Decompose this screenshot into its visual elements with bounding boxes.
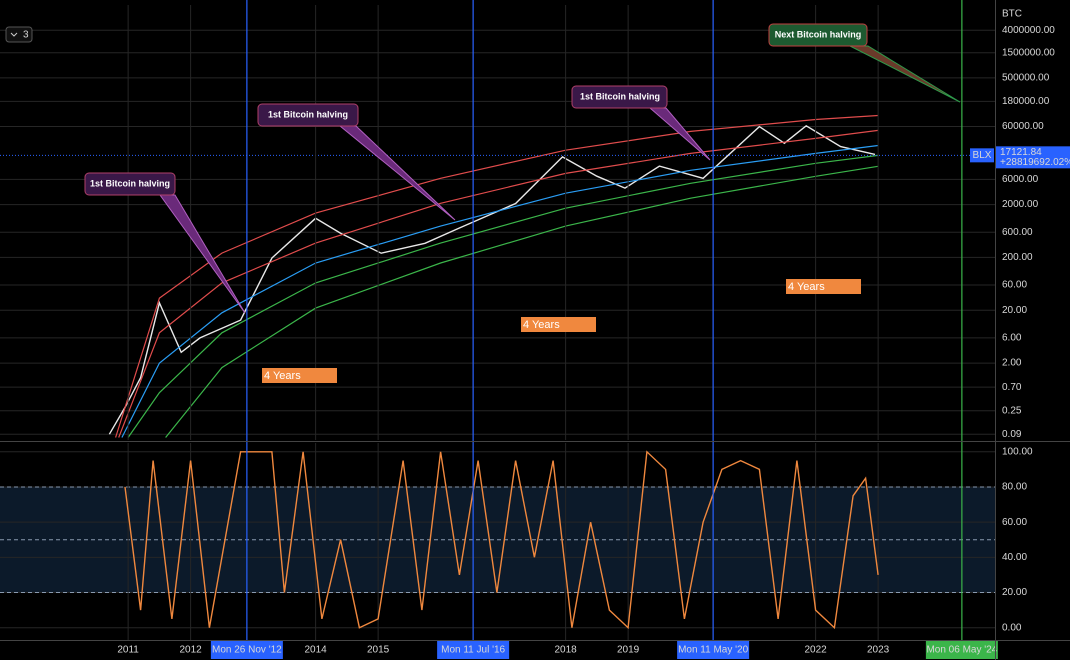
callout: 1st Bitcoin halving xyxy=(571,85,711,161)
y-tick-label: 1500000.00 xyxy=(1002,47,1055,58)
callout: 1st Bitcoin halving xyxy=(257,103,456,221)
range-box xyxy=(521,317,596,332)
x-tick-label: 2022 xyxy=(805,645,828,656)
y-tick-label: 2.00 xyxy=(1002,358,1022,369)
series-line xyxy=(118,129,879,438)
series-line xyxy=(108,124,876,435)
x-tick-label: 2011 xyxy=(117,645,139,656)
y-tick-label: 80.00 xyxy=(1002,482,1027,493)
x-tick-label: 2014 xyxy=(305,645,328,656)
y-tick-label: 0.25 xyxy=(1002,405,1022,416)
y-tick-label: 100.00 xyxy=(1002,446,1033,457)
series-line xyxy=(124,450,879,630)
callout: 1st Bitcoin halving xyxy=(84,172,246,314)
x-tick-label: 2012 xyxy=(180,645,203,656)
y-tick-label: 40.00 xyxy=(1002,552,1027,563)
y-tick-label: 20.00 xyxy=(1002,587,1027,598)
x-tick-label: 2019 xyxy=(617,645,640,656)
series-line xyxy=(121,144,879,438)
y-tick-label: 600.00 xyxy=(1002,227,1033,238)
y-tick-label: 200.00 xyxy=(1002,252,1033,263)
legend-toggle[interactable]: 3 xyxy=(5,26,33,43)
y-tick-label: 6000.00 xyxy=(1002,174,1039,185)
series-line xyxy=(127,154,879,438)
range-label: 4 Years xyxy=(264,370,301,382)
x-tick-label: 2015 xyxy=(367,645,390,656)
y-tick-label: 500000.00 xyxy=(1002,73,1050,84)
marker-label: Mon 06 May '24 xyxy=(926,645,997,656)
y-tick-label: 60000.00 xyxy=(1002,121,1044,132)
symbol-label: BLX xyxy=(973,150,992,161)
y-tick-label: 0.00 xyxy=(1002,622,1022,633)
y-tick-label: 6.00 xyxy=(1002,333,1022,344)
y-tick-label: 60.00 xyxy=(1002,517,1027,528)
marker-label: Mon 11 May '20 xyxy=(678,645,749,656)
price-label: 17121.84 xyxy=(1000,147,1042,158)
marker-badge xyxy=(677,641,750,659)
y-tick-label: 0.09 xyxy=(1002,429,1022,440)
x-tick-label: 2023 xyxy=(867,645,890,656)
marker-label: Mon 11 Jul '16 xyxy=(441,645,505,656)
range-label: 4 Years xyxy=(788,281,825,293)
range-box xyxy=(262,368,337,383)
y-tick-label: 60.00 xyxy=(1002,280,1027,291)
y-tick-label: 20.00 xyxy=(1002,305,1027,316)
callout-text: 1st Bitcoin halving xyxy=(90,178,170,188)
y-tick-label: 0.70 xyxy=(1002,382,1022,393)
callout-text: 1st Bitcoin halving xyxy=(580,91,660,101)
legend-count: 3 xyxy=(23,30,29,41)
y-tick-label: 180000.00 xyxy=(1002,96,1050,107)
callout-text: 1st Bitcoin halving xyxy=(268,109,348,119)
callout: Next Bitcoin halving xyxy=(768,23,961,103)
marker-badge xyxy=(437,641,510,659)
y-tick-label: 2000.00 xyxy=(1002,199,1039,210)
change-label: +28819692.02% xyxy=(1000,157,1070,168)
x-tick-label: 2018 xyxy=(555,645,578,656)
marker-badge xyxy=(210,641,283,659)
series-line xyxy=(165,165,879,438)
range-label: 4 Years xyxy=(523,319,560,331)
symbol-badge xyxy=(970,148,994,163)
y-tick-label: 4000000.00 xyxy=(1002,25,1055,36)
marker-badge xyxy=(925,641,998,659)
range-box xyxy=(786,279,861,294)
series-line xyxy=(115,114,879,438)
y-axis-label: BTC xyxy=(1002,9,1022,20)
callout-text: Next Bitcoin halving xyxy=(775,29,862,39)
price-badge xyxy=(996,146,1070,169)
marker-label: Mon 26 Nov '12 xyxy=(212,645,282,656)
